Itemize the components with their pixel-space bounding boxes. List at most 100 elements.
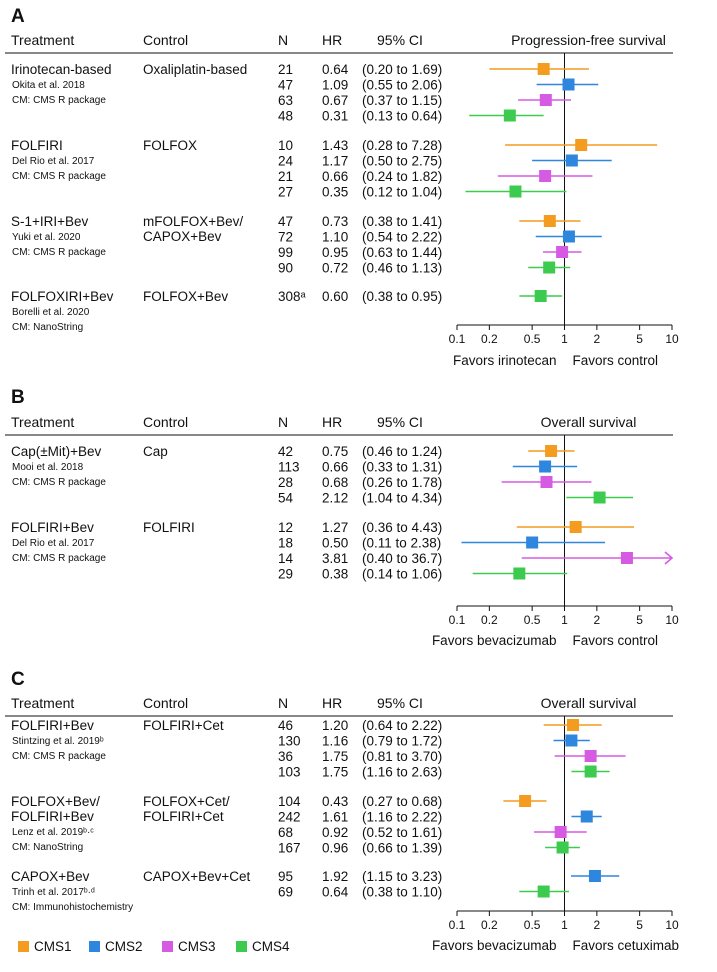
treatment-label: FOLFOX+Bev/ [11, 794, 100, 809]
x-tick-label: 0.1 [449, 918, 466, 932]
hr-marker-cms3 [620, 552, 633, 564]
header-treatment: Treatment [11, 32, 74, 48]
hr-marker-cms4 [593, 491, 606, 504]
hr-marker-cms3 [554, 826, 567, 838]
favors-right-label: Favors control [573, 633, 659, 648]
hr-value: 1.75 [322, 765, 348, 780]
hr-marker-cms3 [556, 246, 569, 258]
ci-value: (0.27 to 0.68) [362, 794, 442, 809]
x-tick-label: 0.5 [524, 332, 541, 346]
n-value: 36 [278, 749, 293, 764]
ci-value: (0.24 to 1.82) [362, 169, 442, 184]
hr-value: 0.64 [322, 885, 349, 900]
hr-value: 0.31 [322, 109, 348, 124]
hr-marker-cms4 [509, 185, 522, 198]
n-value: 68 [278, 825, 293, 840]
n-value: 104 [278, 794, 301, 809]
hr-marker-cms4 [503, 109, 516, 122]
treatment-label: Irinotecan-based [11, 62, 112, 77]
hr-marker-cms1 [519, 795, 532, 807]
hr-value: 0.67 [322, 93, 348, 108]
ci-value: (0.14 to 1.06) [362, 567, 442, 582]
classification-method: CM: CMS R package [12, 553, 106, 564]
hr-value: 0.60 [322, 289, 348, 304]
panel-label-C: C [11, 669, 25, 690]
ci-value: (1.04 to 4.34) [362, 491, 442, 506]
header-hr: HR [322, 32, 342, 48]
n-value: 130 [278, 734, 301, 749]
control-label: CAPOX+Bev+Cet [143, 869, 251, 884]
legend-swatch-cms1 [18, 941, 29, 952]
hr-value: 0.92 [322, 825, 348, 840]
hr-marker-cms3 [584, 750, 597, 762]
ci-value: (0.13 to 0.64) [362, 109, 442, 124]
ci-value: (0.38 to 1.10) [362, 885, 442, 900]
hr-marker-cms4 [534, 290, 547, 302]
x-tick-label: 0.1 [449, 613, 466, 627]
hr-value: 0.35 [322, 185, 348, 200]
ci-value: (0.37 to 1.15) [362, 93, 442, 108]
x-tick-label: 0.2 [481, 332, 498, 346]
ci-value: (0.52 to 1.61) [362, 825, 442, 840]
treatment-label: CAPOX+Bev [11, 869, 90, 884]
x-tick-label: 1 [561, 918, 568, 932]
hr-marker-cms3 [539, 170, 552, 182]
hr-marker-cms3 [540, 476, 553, 488]
x-tick-label: 0.5 [524, 918, 541, 932]
ci-value: (0.26 to 1.78) [362, 475, 442, 490]
x-tick-label: 1 [561, 332, 568, 346]
ci-value: (0.64 to 2.22) [362, 718, 442, 733]
study-citation: Del Rio et al. 2017 [12, 156, 95, 167]
control-label: CAPOX+Bev [143, 229, 222, 244]
hr-value: 0.73 [322, 214, 348, 229]
control-label: FOLFOX+Bev [143, 289, 228, 304]
panel-label-B: B [11, 387, 25, 408]
study-citation: Okita et al. 2018 [12, 80, 85, 91]
hr-marker-cms2 [565, 734, 578, 747]
ci-value: (0.54 to 2.22) [362, 230, 442, 245]
hr-value: 0.38 [322, 567, 348, 582]
hr-marker-cms1 [575, 139, 588, 151]
hr-value: 0.50 [322, 536, 348, 551]
classification-method: CM: CMS R package [12, 247, 106, 258]
x-tick-label: 0.5 [524, 613, 541, 627]
header-treatment: Treatment [11, 414, 74, 430]
n-value: 54 [278, 491, 294, 506]
legend-label-cms3: CMS3 [178, 939, 216, 954]
legend-swatch-cms4 [236, 941, 247, 952]
hr-marker-cms4 [537, 885, 550, 898]
classification-method: CM: CMS R package [12, 751, 106, 762]
hr-marker-cms4 [543, 261, 556, 274]
hr-value: 1.75 [322, 749, 348, 764]
treatment-label: FOLFOXIRI+Bev [11, 289, 114, 304]
plot-title: Overall survival [541, 695, 637, 711]
hr-value: 3.81 [322, 551, 348, 566]
legend-label-cms2: CMS2 [105, 939, 143, 954]
hr-marker-cms2 [562, 230, 575, 243]
hr-value: 1.61 [322, 810, 348, 825]
classification-method: CM: CMS R package [12, 477, 106, 488]
n-value: 113 [278, 460, 300, 475]
header-control: Control [143, 32, 188, 48]
control-label: FOLFOX+Cet/ [143, 794, 230, 809]
n-value: 27 [278, 185, 293, 200]
n-value: 28 [278, 475, 293, 490]
hr-marker-cms2 [526, 536, 539, 549]
classification-method: CM: NanoString [12, 842, 83, 853]
n-value: 167 [278, 841, 301, 856]
n-value: 72 [278, 230, 293, 245]
x-tick-label: 10 [665, 918, 679, 932]
header-hr: HR [322, 695, 342, 711]
hr-value: 0.96 [322, 841, 348, 856]
study-citation: Del Rio et al. 2017 [12, 538, 95, 549]
hr-value: 1.20 [322, 718, 348, 733]
header-ci: 95% CI [377, 414, 423, 430]
hr-marker-cms1 [545, 445, 558, 457]
x-tick-label: 2 [594, 613, 601, 627]
x-tick-label: 5 [636, 613, 643, 627]
ci-value: (0.55 to 2.06) [362, 78, 442, 93]
legend-label-cms4: CMS4 [252, 939, 290, 954]
header-n: N [278, 414, 288, 430]
control-label: mFOLFOX+Bev/ [143, 214, 243, 229]
header-control: Control [143, 695, 188, 711]
